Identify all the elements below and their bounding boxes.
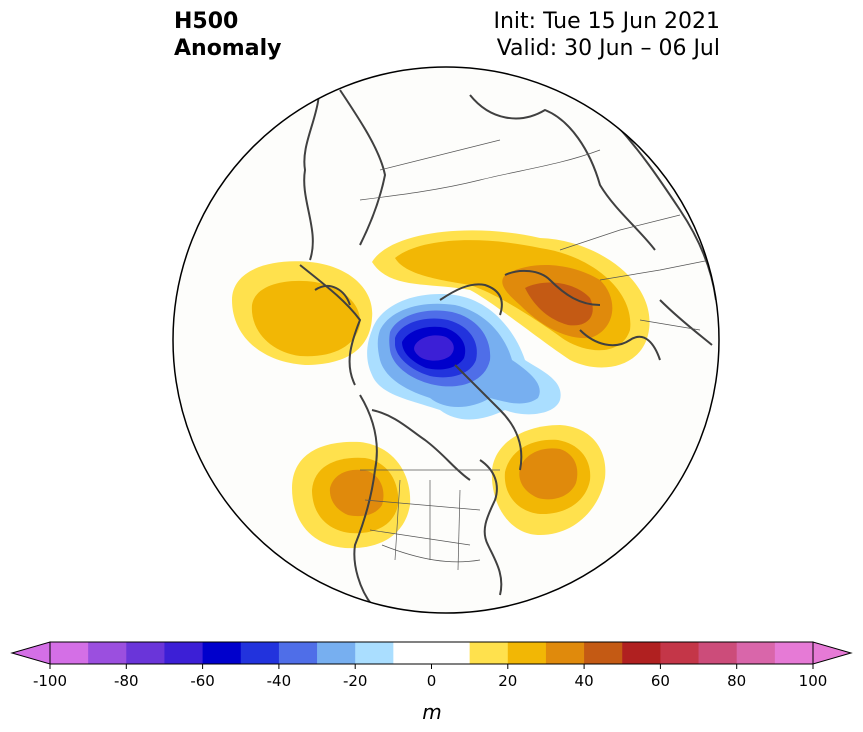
colorbar-bin xyxy=(469,642,509,664)
colorbar-bin xyxy=(355,642,394,664)
colorbar-bin xyxy=(126,642,165,664)
colorbar-tick-label: -100 xyxy=(33,672,67,690)
colorbar-bin xyxy=(584,642,623,664)
anomaly-positive-west-na xyxy=(292,441,411,549)
colorbar-bin xyxy=(278,642,318,664)
init-time: Init: Tue 15 Jun 2021 xyxy=(493,9,721,34)
colorbar-over-arrow xyxy=(812,641,853,665)
colorbar-unit-label: m xyxy=(422,700,442,724)
map-boundary xyxy=(172,66,720,614)
colorbar-tick-label: 80 xyxy=(727,672,746,690)
title-line-1: H500 xyxy=(174,9,239,34)
colorbar-tick-label: 40 xyxy=(575,672,594,690)
colorbar-bin xyxy=(545,642,585,664)
colorbar-bin xyxy=(393,642,432,664)
colorbar-tick-label: 0 xyxy=(427,672,437,690)
colorbar-under-arrow xyxy=(10,641,51,665)
colorbar-bin xyxy=(507,642,547,664)
colorbar-tick-label: -40 xyxy=(267,672,292,690)
colorbar-tick-label: 20 xyxy=(498,672,517,690)
colorbar-bin xyxy=(240,642,280,664)
colorbar-bin xyxy=(774,642,814,664)
valid-period: Valid: 30 Jun – 06 Jul xyxy=(496,36,720,61)
map-title: H500 Anomaly xyxy=(174,8,281,62)
polar-map xyxy=(172,66,720,614)
anomaly-positive-eurasia xyxy=(372,230,650,368)
colorbar-bin xyxy=(698,642,738,664)
colorbar-tick-label: -80 xyxy=(114,672,139,690)
run-info: Init: Tue 15 Jun 2021 Valid: 30 Jun – 06… xyxy=(494,8,721,62)
title-line-2: Anomaly xyxy=(174,36,282,61)
anomaly-fill xyxy=(232,74,717,606)
colorbar-tick-label: 60 xyxy=(651,672,670,690)
colorbar-tick-label: -60 xyxy=(190,672,215,690)
colorbar-bin xyxy=(202,642,242,664)
colorbar-tick-label: 100 xyxy=(799,672,828,690)
colorbar-bin xyxy=(317,642,356,664)
colorbar-bin xyxy=(622,642,661,664)
colorbar-tick-label: -20 xyxy=(343,672,368,690)
colorbar: -100 -80 -60 -40 -20 0 20 40 60 80 100 xyxy=(10,641,853,690)
colorbar-bin xyxy=(164,642,204,664)
political-borders xyxy=(359,139,711,571)
colorbar-bin xyxy=(431,642,471,664)
colorbar-bin xyxy=(736,642,776,664)
colorbar-bin xyxy=(50,642,89,664)
anomaly-negative-arctic xyxy=(367,294,561,420)
colorbar-bin xyxy=(660,642,700,664)
anomaly-positive-bering xyxy=(232,261,373,365)
colorbar-bin xyxy=(88,642,127,664)
